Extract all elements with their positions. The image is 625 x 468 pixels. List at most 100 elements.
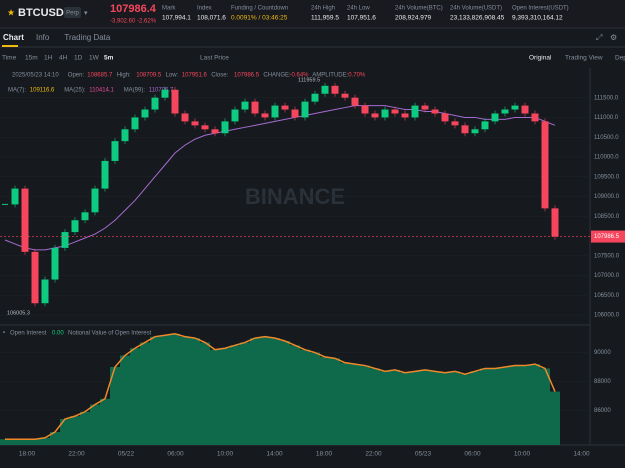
stat-label: Funding / Countdown — [231, 6, 288, 12]
candle — [201, 125, 209, 130]
ohlc-item: 2025/05/23 14:10 — [12, 73, 59, 79]
ohlc-item: Low: — [166, 73, 179, 79]
oi-bar — [410, 371, 420, 445]
ohlc-item: 107951.6 — [182, 73, 208, 79]
oi-bar — [220, 348, 230, 445]
ohlc-item: -0.64% — [290, 73, 310, 79]
x-tick-label: 06:00 — [464, 451, 481, 458]
oi-bar — [500, 367, 510, 445]
ohlc-item: CHANGE: — [263, 73, 291, 79]
oi-bar — [510, 365, 520, 445]
tab[interactable]: Chart — [3, 33, 24, 42]
candle — [361, 105, 369, 114]
candle — [301, 101, 309, 118]
oi-bar — [430, 371, 440, 445]
oi-bar — [470, 371, 480, 445]
candle — [241, 101, 249, 110]
icon[interactable]: ⤢ — [595, 33, 602, 42]
oi-bar — [200, 342, 210, 445]
x-tick-label: 14:00 — [266, 451, 283, 458]
ma-label: MA(7): — [8, 88, 26, 94]
candle — [441, 113, 449, 122]
candle — [431, 109, 439, 114]
icon[interactable]: ⚙ — [610, 33, 617, 42]
interval[interactable]: Time — [2, 55, 17, 62]
interval[interactable]: 1W — [89, 55, 100, 62]
star-icon[interactable]: ★ — [7, 7, 15, 17]
oi-bar — [0, 439, 10, 445]
stat-label: 24h Low — [347, 6, 370, 12]
candle — [341, 93, 349, 98]
y-tick-label: 109000.0 — [594, 194, 620, 200]
interval[interactable]: 1D — [74, 55, 83, 62]
x-tick-label: 18:00 — [19, 451, 36, 458]
ma-value: 110706.7 — [149, 88, 174, 94]
oi-bar — [490, 368, 500, 445]
y-tick-label: 107500.0 — [594, 253, 620, 259]
candle — [91, 188, 99, 213]
tab[interactable]: Trading Data — [64, 33, 111, 42]
candle — [411, 105, 419, 118]
view-tab[interactable]: Depth — [615, 55, 625, 62]
tab[interactable]: Info — [36, 33, 50, 42]
interval[interactable]: 4H — [59, 55, 68, 62]
candle — [321, 85, 329, 94]
stat-value: 107,951.6 — [347, 15, 376, 22]
oi-bar — [550, 391, 560, 445]
oi-value: 0.00 — [52, 331, 64, 337]
candle — [171, 89, 179, 114]
oi-dot: • — [3, 331, 5, 337]
x-tick-label: 05/22 — [118, 451, 135, 458]
low-marker: 106005.3 — [7, 310, 30, 316]
oi-bar — [280, 341, 290, 445]
dropdown[interactable]: ▾ — [84, 10, 88, 17]
y-tick-label: 110000.0 — [594, 155, 619, 161]
oi-label: Open Interest — [10, 331, 47, 337]
oi-bar — [100, 398, 110, 445]
oi-bar — [520, 365, 530, 445]
x-tick-label: 14:00 — [573, 451, 590, 458]
y2-tick-label: 88000 — [594, 379, 611, 385]
ohlc-item: AMPLITUDE: — [312, 73, 348, 79]
ma-value: 109116.6 — [30, 88, 55, 94]
candle — [231, 109, 239, 122]
oi-bar — [450, 371, 460, 445]
y-tick-label: 109500.0 — [594, 174, 620, 180]
oi-bar — [30, 439, 40, 445]
x-tick-label: 05/23 — [415, 451, 432, 458]
view-tab[interactable]: Original — [529, 55, 552, 62]
price-type[interactable]: Last Price — [200, 55, 229, 62]
interval[interactable]: 1H — [44, 55, 53, 62]
candle — [451, 121, 459, 126]
view-tab[interactable]: Trading View — [565, 55, 603, 62]
oi-bar — [460, 374, 470, 445]
y-tick-label: 108500.0 — [594, 214, 620, 220]
candle — [491, 113, 499, 122]
candle — [381, 109, 389, 118]
oi-bar — [120, 355, 130, 445]
candle — [131, 117, 139, 130]
ohlc-item: Open: — [68, 73, 85, 79]
symbol[interactable]: BTCUSDT — [18, 7, 71, 19]
oi-bar — [180, 336, 190, 445]
oi-bar — [440, 372, 450, 445]
stat-value: 107,994.1 — [162, 15, 191, 22]
oi-bar — [150, 336, 160, 445]
y-tick-label: 106000.0 — [594, 313, 620, 319]
oi-bar — [390, 369, 400, 445]
interval[interactable]: 15m — [25, 55, 38, 62]
candle — [251, 101, 259, 114]
candle — [311, 93, 319, 102]
ma-label: MA(25): — [64, 88, 86, 94]
oi-bar — [210, 349, 220, 445]
candle — [81, 212, 89, 221]
interval[interactable]: 5m — [104, 55, 114, 62]
x-tick-label: 10:00 — [217, 451, 234, 458]
ohlc-item: 108685.7 — [87, 73, 113, 79]
oi-bar — [420, 369, 430, 445]
y2-tick-label: 86000 — [594, 408, 611, 414]
x-tick-label: 10:00 — [514, 451, 531, 458]
candle — [351, 97, 359, 106]
y-tick-label: 107000.0 — [594, 273, 620, 279]
last-price: 107986.4 — [110, 3, 157, 15]
